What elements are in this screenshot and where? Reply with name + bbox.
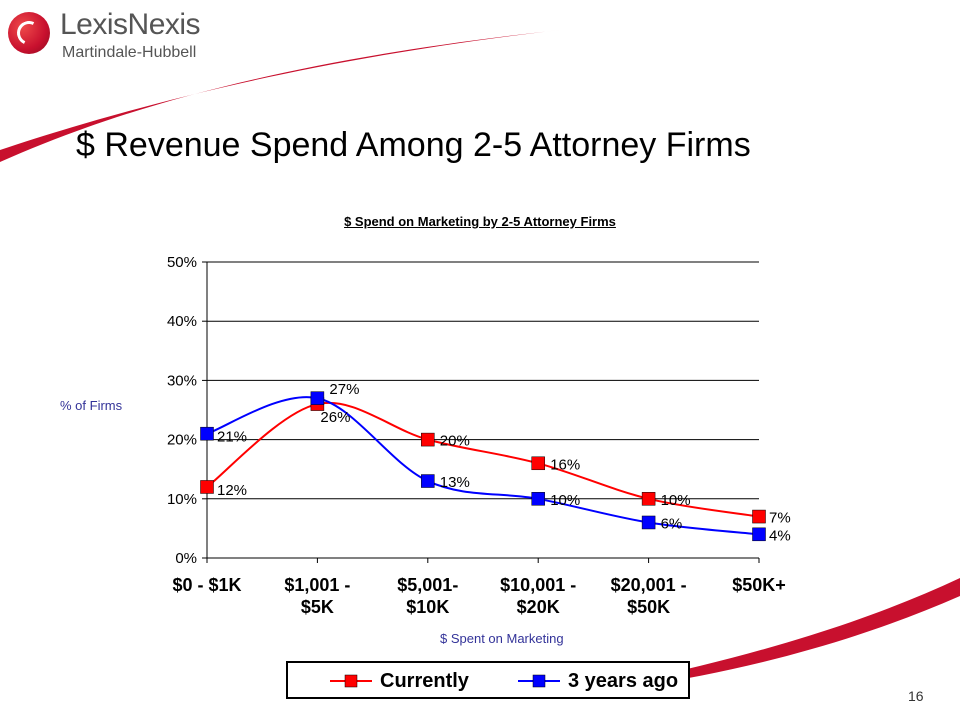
data-label-currently: 26% — [320, 409, 350, 426]
chart-title: $ Spend on Marketing by 2-5 Attorney Fir… — [344, 214, 616, 229]
legend-label-currently: Currently — [380, 670, 469, 692]
legend-label-3-years-ago: 3 years ago — [568, 670, 679, 692]
data-point-currently — [531, 456, 545, 471]
x-tick-label: $20,001 -$50K — [611, 575, 687, 617]
x-tick-label: $50K+ — [732, 575, 786, 595]
y-tick-label: 30% — [167, 372, 197, 389]
x-tick-label: $0 - $1K — [172, 575, 241, 595]
data-point-3-years-ago — [200, 426, 214, 441]
data-label-3-years-ago: 6% — [661, 515, 683, 532]
data-label-currently: 12% — [217, 482, 247, 499]
data-point-3-years-ago — [641, 515, 656, 530]
data-label-currently: 7% — [769, 510, 791, 527]
data-label-3-years-ago: 21% — [217, 429, 247, 446]
legend-swatch-currently — [330, 674, 372, 688]
data-point-currently — [421, 432, 435, 447]
page-number: 16 — [908, 688, 924, 704]
y-tick-label: 50% — [167, 254, 197, 271]
x-axis-label: $ Spent on Marketing — [440, 631, 564, 646]
chart-legend: Currently 3 years ago — [286, 661, 690, 699]
slide-title: $ Revenue Spend Among 2-5 Attorney Firms — [76, 126, 751, 164]
data-label-currently: 10% — [661, 492, 691, 509]
data-point-3-years-ago — [421, 474, 435, 488]
series-line-3-years-ago — [206, 396, 760, 536]
data-label-3-years-ago: 10% — [550, 492, 580, 509]
y-axis-label: % of Firms — [60, 398, 123, 413]
y-tick-label: 40% — [167, 313, 197, 330]
y-tick-label: 10% — [167, 491, 197, 508]
data-label-3-years-ago: 13% — [440, 474, 470, 491]
logo-subtitle: Martindale-Hubbell — [62, 44, 197, 61]
data-point-3-years-ago — [752, 527, 766, 542]
data-point-3-years-ago — [310, 391, 325, 405]
x-tick-label: $5,001-$10K — [397, 575, 458, 617]
y-tick-label: 0% — [175, 550, 197, 567]
data-label-currently: 20% — [440, 433, 470, 450]
lexisnexis-logo-icon — [8, 12, 50, 54]
x-tick-label: $1,001 -$5K — [284, 575, 350, 617]
legend-swatch-3-years-ago — [518, 674, 560, 688]
y-tick-label: 20% — [167, 432, 197, 449]
data-point-currently — [752, 509, 766, 524]
data-label-currently: 16% — [550, 456, 580, 473]
data-point-currently — [641, 492, 656, 506]
data-point-3-years-ago — [531, 492, 545, 506]
series-line-currently — [206, 401, 760, 518]
data-label-3-years-ago: 4% — [769, 527, 791, 544]
x-tick-label: $10,001 -$20K — [500, 575, 576, 617]
lexisnexis-logo: LexisNexis Martindale-Hubbell — [8, 6, 228, 68]
data-label-3-years-ago: 27% — [329, 381, 359, 398]
data-point-currently — [200, 480, 214, 494]
logo-name: LexisNexis — [60, 8, 201, 41]
